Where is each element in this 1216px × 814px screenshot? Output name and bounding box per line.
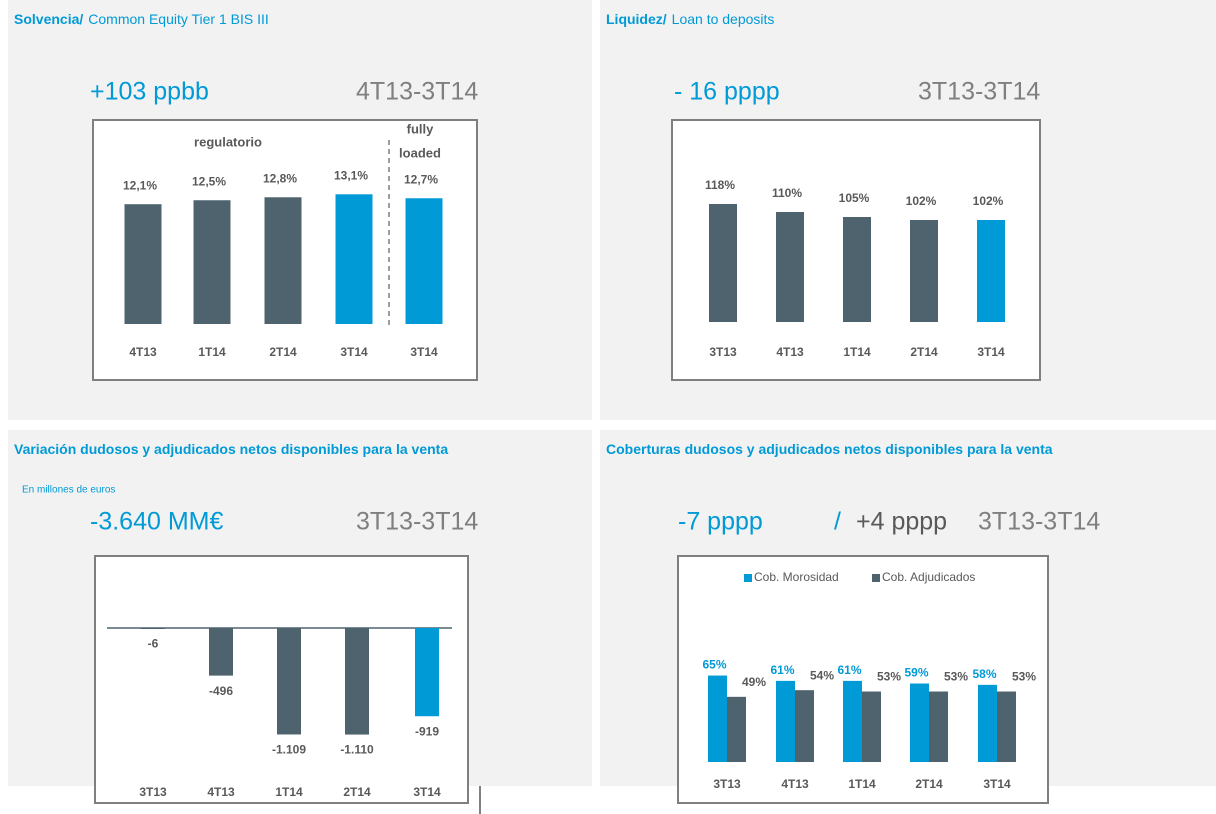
x-tick-label: 3T13 bbox=[709, 345, 737, 359]
x-tick-label: 4T13 bbox=[781, 777, 809, 791]
x-tick-label: 1T14 bbox=[275, 785, 303, 799]
x-tick-label: 4T13 bbox=[776, 345, 804, 359]
x-tick-label: 3T14 bbox=[413, 785, 441, 799]
title-sub: Loan to deposits bbox=[672, 11, 775, 27]
data-label: -6 bbox=[148, 637, 159, 651]
data-label: 53% bbox=[944, 670, 968, 684]
bar bbox=[345, 628, 369, 735]
legend-label: Cob. Morosidad bbox=[754, 570, 839, 584]
data-label: 102% bbox=[906, 194, 937, 208]
data-label: -1.109 bbox=[272, 743, 306, 757]
x-tick-label: 2T14 bbox=[915, 777, 943, 791]
data-label: 13,1% bbox=[334, 168, 368, 182]
title-bold: Solvencia/ bbox=[14, 11, 83, 27]
panel-title: Liquidez/Loan to deposits bbox=[606, 11, 774, 27]
x-tick-label: 3T14 bbox=[977, 345, 1005, 359]
headline: -3.640 MM€ bbox=[90, 508, 223, 536]
x-tick-label: 3T14 bbox=[983, 777, 1011, 791]
title-sub: Common Equity Tier 1 BIS III bbox=[88, 11, 269, 27]
data-label: 102% bbox=[973, 194, 1004, 208]
bar bbox=[264, 197, 302, 324]
bar bbox=[709, 204, 737, 322]
bar bbox=[910, 220, 938, 322]
data-label: 12,1% bbox=[123, 178, 157, 192]
bar bbox=[776, 680, 795, 762]
panel-title: Variación dudosos y adjudicados netos di… bbox=[14, 441, 448, 457]
data-label: -496 bbox=[209, 684, 233, 698]
bar bbox=[405, 198, 443, 324]
data-label: 54% bbox=[810, 668, 834, 682]
data-label: 58% bbox=[972, 667, 996, 681]
bar bbox=[124, 204, 162, 324]
headline: -7 pppp bbox=[678, 508, 763, 536]
bar bbox=[277, 628, 301, 735]
bar bbox=[335, 194, 373, 324]
headline: +103 ppbb bbox=[90, 78, 209, 106]
x-tick-label: 1T14 bbox=[843, 345, 871, 359]
data-label: 110% bbox=[772, 186, 802, 200]
x-tick-label: 2T14 bbox=[269, 345, 297, 359]
period: 3T13-3T14 bbox=[356, 508, 478, 536]
x-tick-label: 3T13 bbox=[713, 777, 741, 791]
data-label: 61% bbox=[770, 663, 794, 677]
x-tick-label: 3T14 bbox=[340, 345, 368, 359]
bar bbox=[776, 212, 804, 322]
data-label: 59% bbox=[904, 666, 928, 680]
bar bbox=[727, 696, 746, 762]
data-label: 12,5% bbox=[192, 174, 226, 188]
headline-2: +4 pppp bbox=[856, 508, 947, 536]
bar bbox=[910, 683, 929, 762]
bar bbox=[929, 691, 948, 762]
legend-label: Cob. Adjudicados bbox=[882, 570, 975, 584]
separator: / bbox=[834, 508, 841, 536]
bar bbox=[843, 217, 871, 322]
data-label: 105% bbox=[839, 191, 870, 205]
bar bbox=[843, 680, 862, 762]
period: 3T13-3T14 bbox=[918, 78, 1040, 106]
x-tick-label: 3T13 bbox=[139, 785, 167, 799]
bar bbox=[209, 628, 233, 676]
note: En millones de euros bbox=[22, 485, 115, 496]
bar bbox=[862, 691, 881, 762]
bar bbox=[978, 684, 997, 762]
data-label: 12,7% bbox=[404, 172, 438, 186]
panel-title: Solvencia/Common Equity Tier 1 BIS III bbox=[14, 11, 269, 27]
data-label: 49% bbox=[742, 675, 766, 689]
data-label: 65% bbox=[702, 658, 726, 672]
title-bold: Liquidez/ bbox=[606, 11, 667, 27]
bar bbox=[415, 628, 439, 717]
legend-swatch bbox=[872, 574, 880, 582]
annotation: regulatorio bbox=[194, 134, 262, 149]
title-bold: Coberturas dudosos y adjudicados netos d… bbox=[606, 441, 1053, 457]
annotation: fully bbox=[407, 121, 434, 136]
data-label: -919 bbox=[415, 724, 439, 738]
bar bbox=[193, 200, 231, 324]
title-bold: Variación dudosos y adjudicados netos di… bbox=[14, 441, 448, 457]
bar bbox=[977, 220, 1005, 322]
bar bbox=[795, 690, 814, 762]
period: 4T13-3T14 bbox=[356, 78, 478, 106]
data-label: 53% bbox=[877, 670, 901, 684]
period: 3T13-3T14 bbox=[978, 508, 1100, 536]
data-label: 53% bbox=[1012, 670, 1036, 684]
data-label: -1.110 bbox=[340, 743, 374, 757]
x-tick-label: 2T14 bbox=[343, 785, 371, 799]
x-tick-label: 4T13 bbox=[207, 785, 235, 799]
x-tick-label: 1T14 bbox=[848, 777, 876, 791]
data-label: 61% bbox=[837, 663, 861, 677]
bar bbox=[141, 628, 165, 629]
headline: - 16 pppp bbox=[674, 78, 780, 106]
panel-title: Coberturas dudosos y adjudicados netos d… bbox=[606, 441, 1053, 457]
data-label: 118% bbox=[705, 178, 735, 192]
bar bbox=[708, 675, 727, 762]
x-tick-label: 1T14 bbox=[198, 345, 226, 359]
x-tick-label: 2T14 bbox=[910, 345, 938, 359]
legend-swatch bbox=[744, 574, 752, 582]
x-tick-label: 4T13 bbox=[129, 345, 157, 359]
x-tick-label: 3T14 bbox=[410, 345, 438, 359]
data-label: 12,8% bbox=[263, 171, 297, 185]
bar bbox=[997, 691, 1016, 762]
annotation: loaded bbox=[399, 145, 441, 160]
